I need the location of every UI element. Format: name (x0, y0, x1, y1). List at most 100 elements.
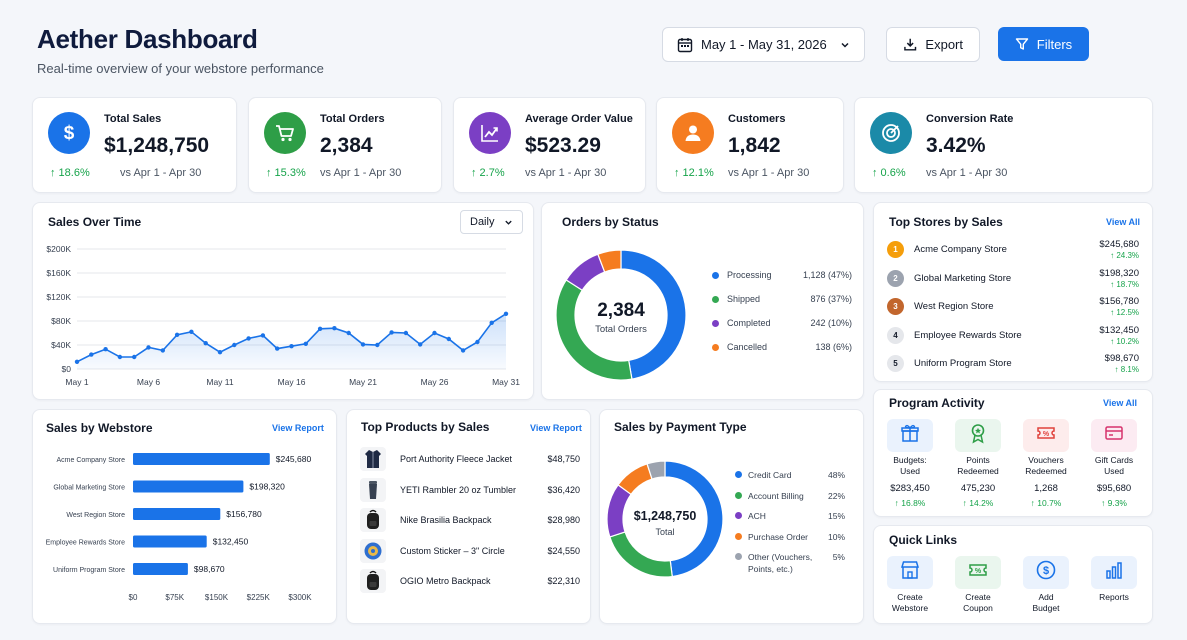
store-amount: $198,320 (1099, 267, 1139, 279)
legend-label: Purchase Order (748, 531, 808, 542)
donut-center-value: 2,384 (597, 300, 645, 321)
category-label: Uniform Program Store (53, 567, 125, 574)
legend-swatch (735, 491, 742, 499)
activity-value: 475,230 (960, 483, 996, 494)
data-point (275, 346, 280, 351)
legend-swatch (735, 471, 742, 478)
data-point (117, 354, 123, 360)
legend-value: 15% (827, 511, 845, 521)
kpi-label: Average Order Value (525, 113, 633, 125)
product-row[interactable]: Custom Sticker – 3" Circle $24,550 (360, 538, 582, 563)
backpack-icon (360, 569, 386, 593)
legend-label: Processing (727, 270, 772, 280)
activity-label: Gift Cards (1094, 455, 1134, 465)
kpi-compare: vs Apr 1 - Apr 30 (728, 167, 810, 179)
data-point (89, 352, 94, 357)
donut-slice (609, 531, 673, 578)
data-point (132, 354, 137, 360)
gift-tile[interactable] (887, 419, 933, 452)
top-stores-card (873, 202, 1153, 382)
voucher-tile[interactable]: % (1023, 419, 1069, 452)
legend-value: 5% (832, 552, 845, 562)
x-tick-label: $0 (129, 593, 138, 602)
product-row[interactable]: Port Authority Fleece Jacket $48,750 (360, 447, 582, 471)
date-range-picker[interactable]: May 1 - May 31, 2026 (662, 27, 865, 62)
jacket-icon (360, 447, 386, 471)
data-point (403, 330, 409, 336)
data-point (489, 320, 494, 325)
store-delta: ↑ 18.7% (1110, 279, 1139, 289)
quick-link-label: Webstore (891, 603, 929, 613)
sales-by-webstore-view-report-link[interactable]: View Report (272, 423, 324, 433)
store-row[interactable]: 5 Uniform Program Store $98,670 ↑ 8.1% (887, 352, 1139, 376)
export-button[interactable]: Export (886, 27, 980, 62)
bar (133, 453, 270, 465)
data-point (317, 326, 323, 331)
store-name: Global Marketing Store (914, 272, 1012, 284)
y-tick-label: $0 (62, 364, 72, 374)
product-amount: $28,980 (547, 515, 580, 525)
quick-link-create-webstore[interactable] (887, 556, 933, 589)
product-row[interactable]: Nike Brasilia Backpack $28,980 (360, 508, 582, 532)
product-name: YETI Rambler 20 oz Tumbler (400, 484, 517, 495)
bar-chart-icon (1102, 558, 1126, 587)
data-point (103, 347, 108, 352)
quick-link-label: Coupon (963, 603, 993, 613)
kpi-label: Total Orders (320, 113, 385, 125)
quick-link-create-coupon[interactable]: % (955, 556, 1001, 589)
dollar-icon: $ (48, 112, 90, 154)
legend-label: Cancelled (727, 342, 768, 352)
store-row[interactable]: 4 Employee Rewards Store $132,450 ↑ 10.2% (887, 324, 1139, 348)
filters-button[interactable]: Filters (998, 27, 1089, 61)
store-row[interactable]: 2 Global Marketing Store $198,320 ↑ 18.7% (887, 267, 1139, 291)
program-activity-view-all-link[interactable]: View All (1103, 398, 1138, 408)
top-products-view-report-link[interactable]: View Report (530, 423, 582, 433)
orders-by-status-title: Orders by Status (562, 215, 659, 229)
product-name: OGIO Metro Backpack (400, 576, 491, 586)
kpi-compare: vs Apr 1 - Apr 30 (926, 167, 1008, 179)
legend-label: ACH (748, 511, 766, 521)
legend-swatch (735, 532, 742, 540)
giftcard-icon (1102, 421, 1126, 450)
bar (133, 508, 221, 520)
product-row[interactable]: OGIO Metro Backpack $22,310 (360, 569, 582, 593)
quick-link-add-budget[interactable]: $ (1023, 556, 1069, 589)
store-row[interactable]: 1 Acme Company Store $245,680 ↑ 24.3% (887, 238, 1139, 262)
chart-growth-icon (469, 112, 511, 154)
interval-dropdown[interactable]: Daily (460, 210, 523, 234)
data-point (446, 336, 451, 342)
user-icon (672, 112, 714, 154)
top-stores-view-all-link[interactable]: View All (1106, 217, 1141, 227)
legend-label: Points, etc.) (748, 564, 793, 574)
quick-link-label: Create (897, 592, 923, 602)
y-tick-label: $160K (46, 268, 71, 278)
data-point (503, 311, 509, 316)
sticker-icon (360, 538, 386, 563)
data-point (174, 332, 180, 337)
kpi-value: 1,842 (728, 134, 781, 157)
store-delta: ↑ 24.3% (1110, 251, 1139, 260)
quick-link-reports[interactable] (1091, 556, 1137, 589)
giftcard-tile[interactable] (1091, 419, 1137, 452)
x-tick-label: May 11 (206, 377, 234, 387)
activity-label: Used (900, 466, 920, 476)
activity-delta: ↑ 9.3% (1101, 498, 1127, 508)
data-point (232, 342, 237, 348)
data-point (460, 348, 466, 353)
area-fill (77, 313, 506, 369)
product-row[interactable]: YETI Rambler 20 oz Tumbler $36,420 (360, 477, 582, 502)
store-row[interactable]: 3 West Region Store $156,780 ↑ 12.5% (887, 295, 1139, 319)
category-label: Global Marketing Store (53, 485, 125, 492)
top-stores-title: Top Stores by Sales (889, 215, 1003, 229)
tumbler-icon (360, 477, 386, 502)
activity-label: Redeemed (1025, 466, 1067, 476)
legend-value: 10% (827, 531, 845, 542)
legend-item: Processing 1,128 (47%) (712, 270, 852, 280)
legend-item: Cancelled 138 (6%) (712, 342, 852, 352)
kpi-value: 2,384 (320, 134, 373, 157)
award-tile[interactable] (955, 419, 1001, 452)
kpi-compare: vs Apr 1 - Apr 30 (120, 167, 202, 179)
chevron-down-icon (841, 42, 849, 48)
data-point (160, 348, 165, 353)
kpi-card-total-orders: Total Orders 2,384 ↑ 15.3% vs Apr 1 - Ap… (248, 97, 442, 193)
